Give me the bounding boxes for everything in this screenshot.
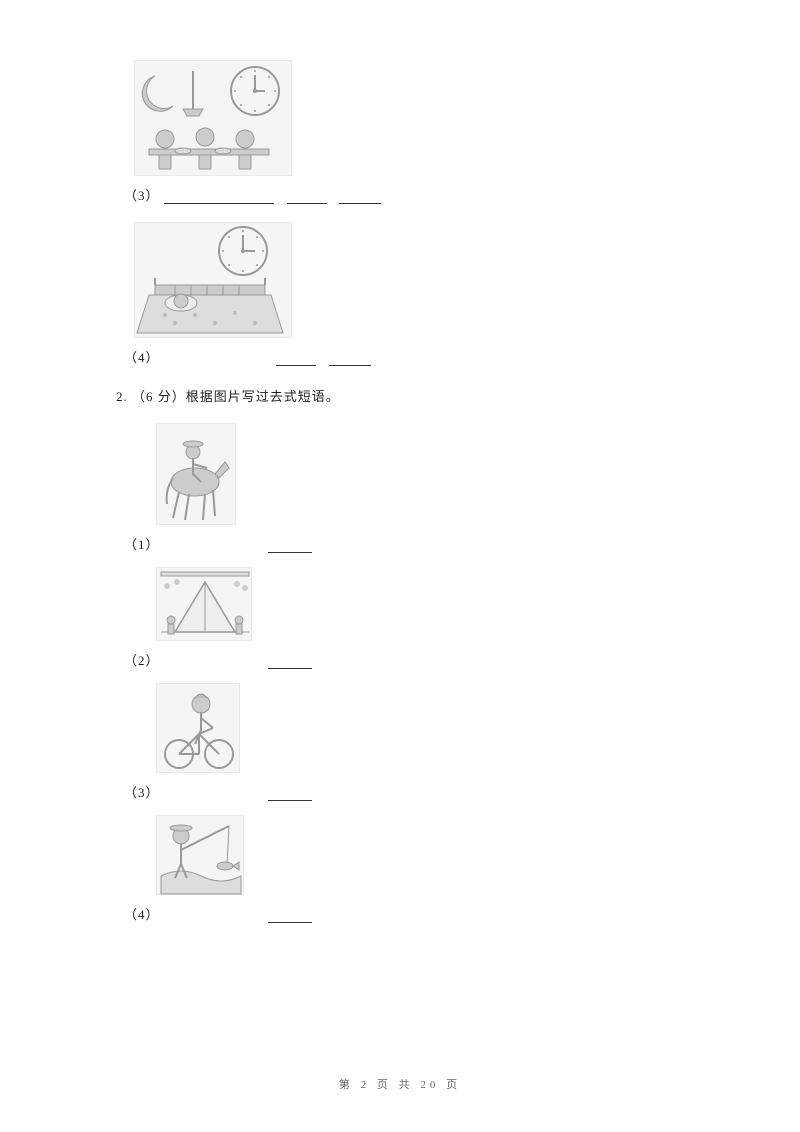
q1-3-num: （3）	[124, 185, 160, 204]
footer-suffix: 页	[446, 1079, 461, 1091]
q2-3-num: （3）	[124, 782, 160, 801]
q1-4-blank-3	[329, 352, 371, 366]
q1-4-num: （4）	[124, 347, 160, 366]
q2-3-illustration	[156, 683, 240, 773]
q2-3-line: （3）	[124, 782, 690, 801]
q1-3-blank-3	[339, 190, 381, 204]
q2-4-illustration	[156, 815, 244, 895]
q1-4-image-block	[134, 222, 690, 343]
footer-current-page: 2	[361, 1079, 371, 1091]
section-2-title: 2. （6 分）根据图片写过去式短语。	[116, 386, 690, 405]
q1-3-blank-1	[164, 190, 274, 204]
q2-3-blank	[268, 787, 312, 801]
q2-2-illustration	[156, 567, 252, 641]
q2-2-blank	[268, 655, 312, 669]
q2-2-line: （2）	[124, 650, 690, 669]
q2-1-blank	[268, 539, 312, 553]
document-content: （3）	[110, 60, 690, 923]
q2-3-image-block	[156, 683, 690, 778]
q1-4-line: （4）	[124, 347, 690, 366]
q1-3-blank-2	[287, 190, 327, 204]
q2-4-line: （4）	[124, 904, 690, 923]
footer-total-page: 20	[420, 1079, 439, 1091]
footer-mid: 页 共	[377, 1079, 414, 1091]
page-footer: 第 2 页 共 20 页	[0, 1076, 800, 1092]
q1-3-image-block	[134, 60, 690, 181]
q2-1-num: （1）	[124, 534, 160, 553]
q1-4-illustration	[134, 222, 292, 338]
q2-4-num: （4）	[124, 904, 160, 923]
footer-prefix: 第	[339, 1079, 354, 1091]
q1-3-illustration	[134, 60, 292, 176]
q2-2-num: （2）	[124, 650, 160, 669]
q1-4-blank-2	[276, 352, 316, 366]
q2-4-blank	[268, 909, 312, 923]
q1-3-line: （3）	[124, 185, 690, 204]
q2-4-image-block	[156, 815, 690, 900]
q2-1-line: （1）	[124, 534, 690, 553]
q2-2-image-block	[156, 567, 690, 646]
q2-1-illustration	[156, 423, 236, 525]
q2-1-image-block	[156, 423, 690, 530]
